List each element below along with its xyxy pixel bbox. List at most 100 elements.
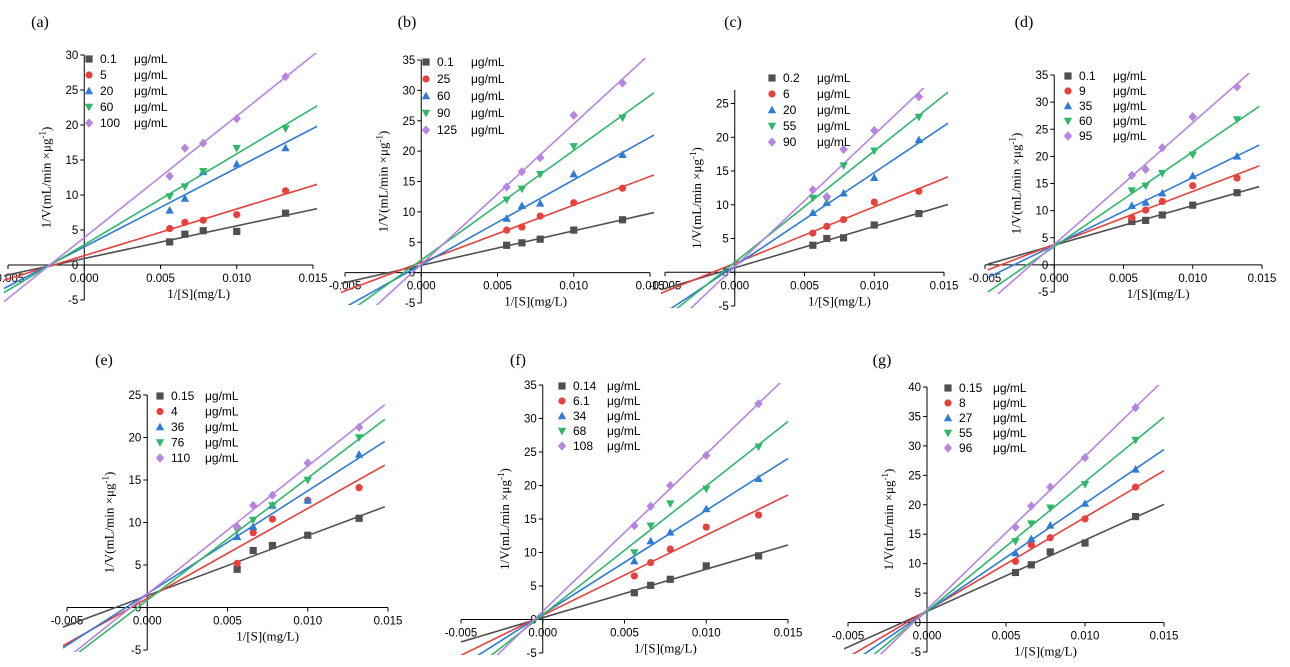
x-tick-label: 0.010 [1178, 273, 1207, 285]
data-point [166, 238, 174, 246]
x-tick-label: -0.005 [51, 616, 84, 628]
legend-marker [155, 453, 165, 463]
data-point [303, 496, 312, 504]
data-point [630, 556, 639, 565]
data-point [165, 193, 174, 201]
y-tick-label: 0 [1042, 260, 1048, 272]
legend-label: 90 [783, 135, 797, 149]
data-point [823, 222, 831, 230]
data-point [1131, 483, 1140, 491]
data-point [666, 575, 674, 583]
data-point [630, 572, 638, 580]
data-point [249, 546, 257, 555]
panel-letter: (a) [31, 14, 49, 31]
fit-line-0.14 [460, 544, 789, 643]
data-point [870, 221, 878, 229]
data-point [1232, 82, 1242, 92]
x-tick-label: 0.000 [133, 616, 162, 628]
legend-unit: μg/mL [1113, 99, 1147, 113]
panel-6: (f)-0.0050.0000.0050.0100.015-5051015202… [445, 352, 803, 660]
legend-unit: μg/mL [1113, 129, 1147, 143]
y-tick-label: 25 [716, 99, 729, 111]
data-point [281, 143, 290, 152]
data-point [1080, 499, 1090, 507]
x-tick-label: 0.000 [720, 280, 749, 292]
data-point [647, 558, 655, 567]
data-point [232, 532, 242, 541]
x-tick-label: 0.015 [930, 280, 959, 292]
data-point [1131, 403, 1140, 413]
legend-marker [421, 125, 431, 135]
data-point [569, 110, 578, 120]
data-point [702, 485, 711, 494]
data-point [1027, 534, 1036, 543]
fit-line-0.1 [987, 185, 1260, 265]
x-tick-label: 0.005 [790, 280, 819, 292]
panel-5: (e) -0.005 0.000 0.005 0.010 0.015 -5 0 5 10 15 20 2… [51, 352, 403, 657]
data-point [536, 171, 545, 179]
y-tick-label: -5 [131, 645, 141, 657]
data-point [754, 552, 763, 560]
data-point [1158, 169, 1167, 178]
fit-line-27 [863, 448, 1165, 654]
y-tick-label: 25 [128, 390, 141, 402]
data-point [1189, 182, 1197, 190]
data-point [248, 516, 258, 525]
data-point [630, 521, 639, 531]
x-axis-title: 1/[S](mg/L) [504, 294, 567, 309]
x-tick-label: 0.015 [299, 273, 328, 285]
data-point [647, 581, 655, 589]
data-point [181, 230, 189, 238]
y-tick-label: 30 [65, 50, 78, 62]
x-tick-label: 0.015 [636, 281, 665, 293]
data-point [702, 523, 710, 531]
x-tick-label: 0.015 [374, 616, 403, 628]
legend-marker [156, 407, 164, 416]
y-axis-title: 1/V(mL/min ×μg-1) [880, 469, 896, 571]
data-point [646, 501, 655, 511]
data-point [1131, 436, 1140, 445]
legend-unit: μg/mL [134, 68, 168, 82]
legend-unit: μg/mL [471, 123, 505, 137]
data-point [1027, 501, 1036, 511]
legend-marker [85, 55, 93, 63]
data-point [1027, 541, 1035, 549]
y-tick-label: -5 [68, 295, 78, 307]
legend-label: 55 [959, 426, 973, 440]
data-point [518, 239, 526, 247]
y-tick-label: 10 [716, 200, 729, 212]
fit-line-95 [996, 73, 1251, 294]
legend-label: 20 [100, 84, 114, 98]
legend-marker [84, 86, 94, 95]
y-tick-label: 25 [1035, 124, 1048, 136]
legend-marker [84, 103, 94, 112]
legend-marker [557, 411, 567, 420]
legend-label: 0.14 [573, 379, 597, 393]
x-axis-title: 1/[S](mg/L) [634, 641, 697, 656]
data-point [823, 234, 831, 243]
y-tick-label: 15 [908, 529, 921, 541]
data-point [702, 450, 711, 460]
data-point [870, 147, 879, 156]
x-tick-label: 0.010 [222, 273, 251, 285]
legend-unit: μg/mL [471, 106, 505, 120]
panel-letter: (g) [873, 352, 892, 369]
legend-label: 35 [1079, 99, 1093, 113]
legend-unit: μg/mL [471, 55, 505, 69]
data-point [822, 192, 832, 202]
data-point [1158, 211, 1166, 219]
data-point [1128, 214, 1136, 222]
x-tick-label: 0.000 [528, 628, 557, 640]
fit-line-0.15 [63, 506, 386, 628]
fit-lines [987, 73, 1260, 294]
data-point [233, 227, 241, 235]
data-point [1081, 539, 1089, 547]
y-tick-label: 5 [72, 225, 78, 237]
y-axis-title: 1/V(mL/min ×μg-1) [496, 468, 512, 570]
legend-label: 6 [783, 87, 790, 101]
data-point [1188, 171, 1197, 180]
data-point [502, 196, 511, 205]
legend-label: 8 [959, 396, 966, 410]
legend-label: 0.15 [171, 389, 195, 403]
legend-label: 36 [171, 420, 185, 434]
